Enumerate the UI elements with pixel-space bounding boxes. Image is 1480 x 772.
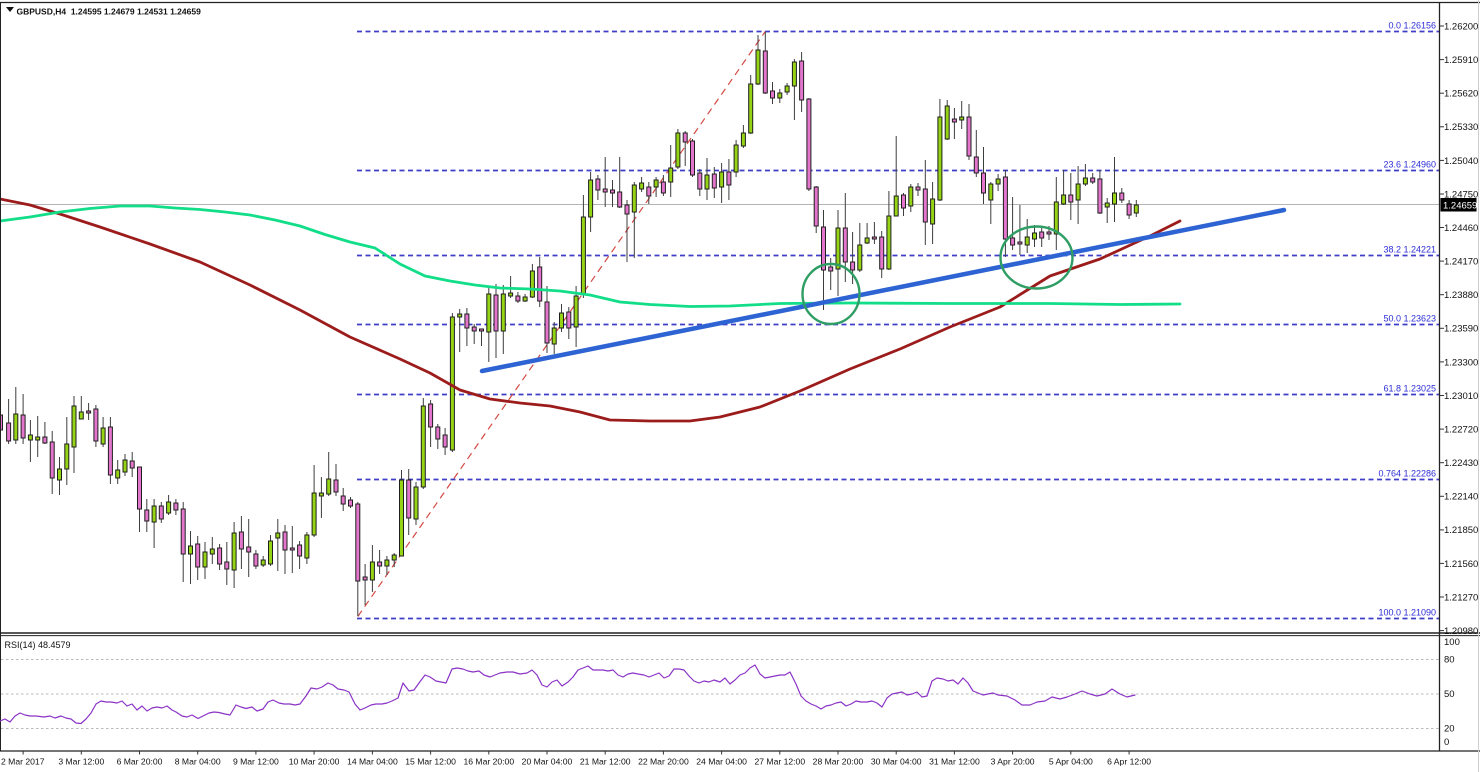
- svg-text:9 Mar 12:00: 9 Mar 12:00: [233, 757, 279, 767]
- svg-text:1.24460: 1.24460: [1444, 223, 1478, 234]
- svg-text:0: 0: [1444, 737, 1449, 748]
- svg-text:1.23880: 1.23880: [1444, 290, 1478, 301]
- svg-text:1.25620: 1.25620: [1444, 89, 1478, 100]
- svg-text:1.20980: 1.20980: [1444, 626, 1478, 637]
- svg-text:8 Mar 04:00: 8 Mar 04:00: [175, 757, 221, 767]
- svg-text:1.24170: 1.24170: [1444, 257, 1478, 268]
- svg-text:50.0 1.23623: 50.0 1.23623: [1383, 313, 1436, 323]
- svg-text:6 Apr 12:00: 6 Apr 12:00: [1107, 757, 1151, 767]
- svg-text:20: 20: [1444, 724, 1455, 735]
- svg-text:1.24659: 1.24659: [1443, 200, 1477, 211]
- svg-text:1.25910: 1.25910: [1444, 55, 1478, 66]
- svg-text:27 Mar 12:00: 27 Mar 12:00: [754, 757, 805, 767]
- svg-text:38.2 1.24221: 38.2 1.24221: [1383, 244, 1436, 254]
- svg-text:21 Mar 12:00: 21 Mar 12:00: [580, 757, 631, 767]
- svg-text:1.22720: 1.22720: [1444, 425, 1478, 436]
- svg-text:28 Mar 20:00: 28 Mar 20:00: [813, 757, 864, 767]
- svg-text:0.0 1.26156: 0.0 1.26156: [1388, 20, 1436, 30]
- svg-text:80: 80: [1444, 655, 1455, 666]
- svg-text:1.22140: 1.22140: [1444, 492, 1478, 503]
- svg-text:RSI(14) 48.4579: RSI(14) 48.4579: [5, 640, 71, 650]
- svg-text:15 Mar 12:00: 15 Mar 12:00: [405, 757, 456, 767]
- svg-text:1.25330: 1.25330: [1444, 122, 1478, 133]
- svg-text:1.25040: 1.25040: [1444, 156, 1478, 167]
- svg-text:5 Apr 04:00: 5 Apr 04:00: [1049, 757, 1093, 767]
- svg-text:1.23300: 1.23300: [1444, 357, 1478, 368]
- svg-text:50: 50: [1444, 689, 1455, 700]
- svg-text:3 Apr 20:00: 3 Apr 20:00: [991, 757, 1035, 767]
- svg-text:61.8 1.23025: 61.8 1.23025: [1383, 383, 1436, 393]
- svg-text:100.0 1.21090: 100.0 1.21090: [1378, 607, 1436, 617]
- svg-text:1.21850: 1.21850: [1444, 525, 1478, 536]
- svg-text:1.23010: 1.23010: [1444, 391, 1478, 402]
- svg-text:GBPUSD,H4 1.24595 1.24679 1.2: GBPUSD,H4 1.24595 1.24679 1.24531 1.2465…: [17, 7, 202, 17]
- svg-text:6 Mar 20:00: 6 Mar 20:00: [117, 757, 163, 767]
- svg-text:1.26200: 1.26200: [1444, 21, 1478, 32]
- svg-text:31 Mar 12:00: 31 Mar 12:00: [929, 757, 980, 767]
- svg-text:1.21270: 1.21270: [1444, 592, 1478, 603]
- svg-text:16 Mar 20:00: 16 Mar 20:00: [463, 757, 514, 767]
- svg-text:3 Mar 12:00: 3 Mar 12:00: [58, 757, 104, 767]
- svg-text:1.24750: 1.24750: [1444, 189, 1478, 200]
- svg-text:14 Mar 04:00: 14 Mar 04:00: [347, 757, 398, 767]
- svg-text:1.22430: 1.22430: [1444, 458, 1478, 469]
- svg-text:30 Mar 04:00: 30 Mar 04:00: [871, 757, 922, 767]
- svg-text:24 Mar 04:00: 24 Mar 04:00: [696, 757, 747, 767]
- svg-text:20 Mar 04:00: 20 Mar 04:00: [522, 757, 573, 767]
- svg-text:1.21560: 1.21560: [1444, 559, 1478, 570]
- svg-text:1.23590: 1.23590: [1444, 324, 1478, 335]
- svg-text:10 Mar 20:00: 10 Mar 20:00: [289, 757, 340, 767]
- svg-text:22 Mar 20:00: 22 Mar 20:00: [638, 757, 689, 767]
- svg-text:23.6 1.24960: 23.6 1.24960: [1383, 159, 1436, 169]
- svg-text:2 Mar 2017: 2 Mar 2017: [1, 757, 45, 767]
- svg-text:0.764 1.22286: 0.764 1.22286: [1378, 468, 1436, 478]
- svg-text:100: 100: [1444, 637, 1460, 648]
